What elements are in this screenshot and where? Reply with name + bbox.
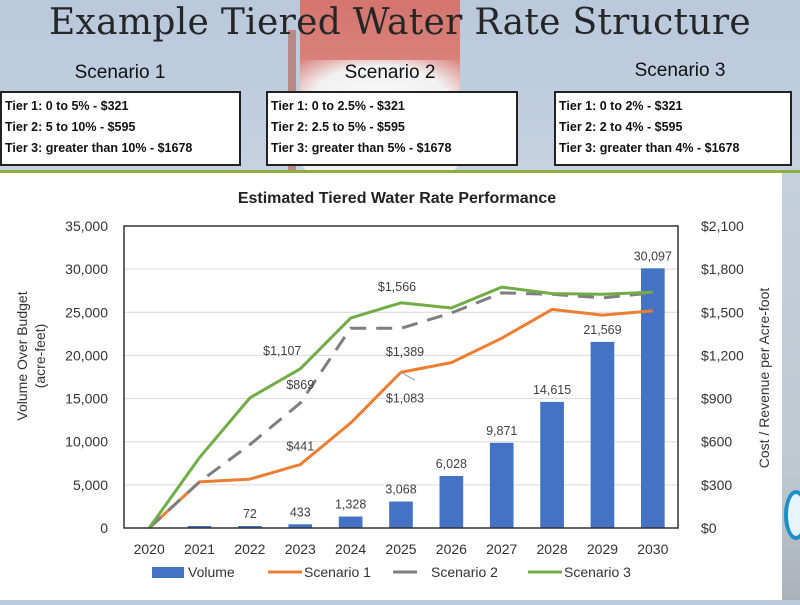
scenario-3-tier-3: Tier 3: greater than 4% - $1678 [559, 141, 740, 155]
y2-tick-label: $300 [701, 477, 732, 493]
bar-data-label: 3,068 [385, 483, 416, 497]
chart-title: Estimated Tiered Water Rate Performance [238, 190, 556, 207]
y-tick-label: 20,000 [65, 347, 108, 363]
volume-bar [489, 442, 514, 528]
y-tick-label: 35,000 [65, 218, 108, 234]
y-tick-label: 25,000 [65, 304, 108, 320]
x-tick-label: 2020 [134, 541, 165, 557]
y2-tick-label: $0 [701, 520, 717, 536]
line-annotation: $1,389 [386, 345, 424, 359]
line-annotation: $441 [286, 440, 314, 454]
x-tick-label: 2025 [385, 541, 416, 557]
scenario-1-tier-3: Tier 3: greater than 10% - $1678 [5, 141, 193, 155]
legend: Volume Scenario 1 Scenario 2 Scenario 3 [152, 564, 631, 580]
slide-title: Example Tiered Water Rate Structure [48, 2, 752, 43]
line-scenario-3 [147, 285, 653, 529]
plot-frame [123, 225, 679, 529]
left-axis-ticks: 0 5,000 10,000 15,000 20,000 25,000 30,000 35,0… [65, 218, 108, 536]
logo-icon [784, 490, 800, 540]
bar-data-label: 1,328 [335, 498, 366, 512]
line-scenario-1 [148, 307, 653, 530]
line-annotations: $441 $1,083 $869 $1,389 $1,107 $1,566 [263, 280, 424, 454]
y-tick-label: 0 [100, 520, 108, 536]
volume-bar [338, 516, 363, 528]
x-tick-label: 2027 [486, 541, 517, 557]
scenario-1-tier-2: Tier 2: 5 to 10% - $595 [5, 120, 136, 134]
volume-bar [238, 526, 262, 528]
line-annotation: $1,083 [386, 391, 424, 405]
scenario-3-tier-2: Tier 2: 2 to 4% - $595 [559, 120, 683, 134]
scenario-2-title: Scenario 2 [344, 62, 436, 83]
x-tick-label: 2026 [436, 541, 467, 557]
chart-svg: Estimated Tiered Water Rate Performance … [14, 190, 772, 580]
bar-data-label: 14,615 [533, 383, 571, 397]
bar-data-label: 433 [290, 505, 311, 519]
y2-tick-label: $1,800 [701, 261, 744, 277]
legend-label: Scenario 3 [564, 564, 631, 580]
scenario-2-tier-3: Tier 3: greater than 5% - $1678 [271, 141, 452, 155]
y-axis-label-line-2: (acre-feet) [32, 324, 48, 389]
scenario-lines [147, 285, 653, 530]
bar-data-label: 9,871 [486, 424, 517, 438]
scenario-3-tier-1: Tier 1: 0 to 2% - $321 [559, 99, 683, 113]
volume-bar [389, 501, 413, 528]
volume-bar [640, 268, 665, 528]
bar-data-label: 21,569 [583, 323, 621, 337]
y2-tick-label: $1,500 [701, 304, 744, 320]
volume-bar [288, 524, 313, 528]
legend-swatch-volume [152, 567, 184, 578]
legend-label: Volume [188, 564, 235, 580]
bar-data-label: 30,097 [634, 249, 672, 263]
scenario-1-tier-box: Tier 1: 0 to 5% - $321 Tier 2: 5 to 10% … [0, 91, 241, 166]
scenario-2-tier-box: Tier 1: 0 to 2.5% - $321 Tier 2: 2.5 to … [266, 91, 518, 166]
line-annotation: $1,566 [378, 280, 416, 294]
x-tick-label: 2029 [587, 541, 618, 557]
y2-tick-label: $600 [701, 434, 732, 450]
bar-data-label: 6,028 [436, 457, 467, 471]
scenario-2-tier-1: Tier 1: 0 to 2.5% - $321 [271, 99, 405, 113]
x-tick-label: 2028 [537, 541, 568, 557]
x-tick-label: 2023 [285, 541, 316, 557]
line-annotation: $869 [286, 378, 314, 392]
y-tick-label: 5,000 [73, 477, 108, 493]
y2-tick-label: $2,100 [701, 218, 744, 234]
bar-data-label: 72 [243, 507, 257, 521]
bar-data-labels: 72 433 1,328 3,068 6,028 9,871 14,615 21,569 30,… [243, 249, 672, 521]
x-tick-label: 2021 [184, 541, 215, 557]
y2-tick-label: $1,200 [701, 347, 744, 363]
legend-label: Scenario 1 [304, 564, 371, 580]
y2-tick-label: $900 [701, 391, 732, 407]
volume-bar [439, 475, 464, 528]
scenario-1-tier-1: Tier 1: 0 to 5% - $321 [5, 99, 129, 113]
scenario-3-title: Scenario 3 [634, 60, 726, 81]
scenario-3-tier-box: Tier 1: 0 to 2% - $321 Tier 2: 2 to 4% -… [554, 91, 792, 166]
y-axis-label-line-1: Volume Over Budget [14, 291, 30, 420]
x-tick-label: 2022 [234, 541, 265, 557]
annotation-leader-line [400, 371, 416, 381]
y-tick-label: 10,000 [65, 434, 108, 450]
line-scenario-2 [148, 291, 653, 530]
y-tick-label: 30,000 [65, 261, 108, 277]
y-tick-label: 15,000 [65, 391, 108, 407]
accent-divider [0, 170, 800, 173]
x-tick-label: 2030 [637, 541, 668, 557]
x-tick-label: 2024 [335, 541, 366, 557]
legend-label: Scenario 2 [431, 564, 498, 580]
chart-panel: Estimated Tiered Water Rate Performance … [0, 173, 782, 600]
x-axis-ticks: 2020 2021 2022 2023 2024 2025 2026 2027 2028 2029… [134, 541, 669, 557]
volume-bar [540, 401, 564, 528]
scenario-2-tier-2: Tier 2: 2.5 to 5% - $595 [271, 120, 405, 134]
y2-axis-label: Cost / Revenue per Acre-foot [756, 288, 772, 469]
line-annotation: $1,107 [263, 344, 301, 358]
volume-bars [187, 268, 665, 528]
scenario-1-title: Scenario 1 [74, 62, 166, 83]
volume-bar [590, 341, 615, 528]
volume-bar [187, 526, 212, 528]
right-axis-ticks: $0 $300 $600 $900 $1,200 $1,500 $1,800 $2,100 [701, 218, 744, 536]
